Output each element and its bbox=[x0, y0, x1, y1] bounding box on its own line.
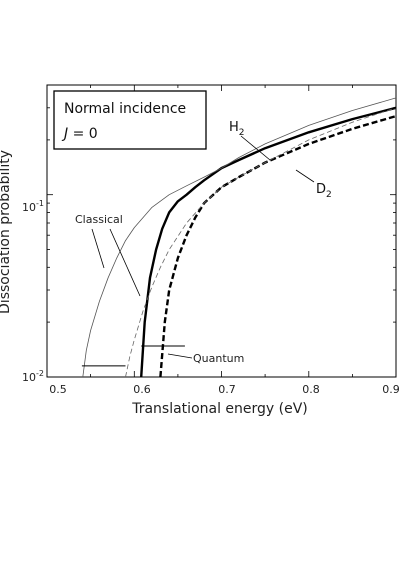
ytick-label-group: 10-2 10-1 bbox=[22, 199, 44, 384]
threshold-group bbox=[81, 345, 185, 367]
legend-line-2: J = 0 bbox=[61, 126, 98, 142]
ytick-label: 10-1 bbox=[22, 199, 44, 214]
xtick-label-group: 0.5 0.6 0.7 0.8 0.9 bbox=[49, 383, 400, 396]
tick-group bbox=[46, 84, 397, 378]
series-group bbox=[82, 97, 397, 378]
annotation-classical: Classical bbox=[75, 213, 123, 226]
xtick-label: 0.6 bbox=[133, 383, 151, 396]
y-axis-label: Dissociation probability bbox=[0, 150, 13, 314]
series-line-1 bbox=[159, 114, 397, 378]
series-label-h2: H2 bbox=[229, 120, 245, 138]
ytick-label: 10-2 bbox=[22, 369, 44, 384]
series-label-d2: D2 bbox=[316, 182, 332, 200]
h2-label-pointer bbox=[240, 135, 271, 161]
series-line-0 bbox=[140, 106, 397, 378]
quantum-pointer bbox=[167, 353, 193, 359]
annotation-quantum: Quantum bbox=[193, 352, 244, 365]
d2-label-pointer bbox=[295, 169, 315, 183]
xtick-label: 0.5 bbox=[49, 383, 67, 396]
legend: Normal incidence J = 0 bbox=[53, 90, 207, 150]
legend-box bbox=[53, 90, 207, 150]
classical-pointer bbox=[91, 228, 105, 269]
xtick-label: 0.7 bbox=[218, 383, 236, 396]
xtick-label: 0.9 bbox=[382, 383, 400, 396]
series-line-2 bbox=[82, 97, 397, 378]
series-line-3 bbox=[125, 107, 397, 378]
x-axis-label: Translational energy (eV) bbox=[131, 401, 308, 417]
legend-line-1: Normal incidence bbox=[64, 101, 186, 117]
classical-pointer bbox=[109, 228, 141, 297]
xtick-label: 0.8 bbox=[302, 383, 320, 396]
